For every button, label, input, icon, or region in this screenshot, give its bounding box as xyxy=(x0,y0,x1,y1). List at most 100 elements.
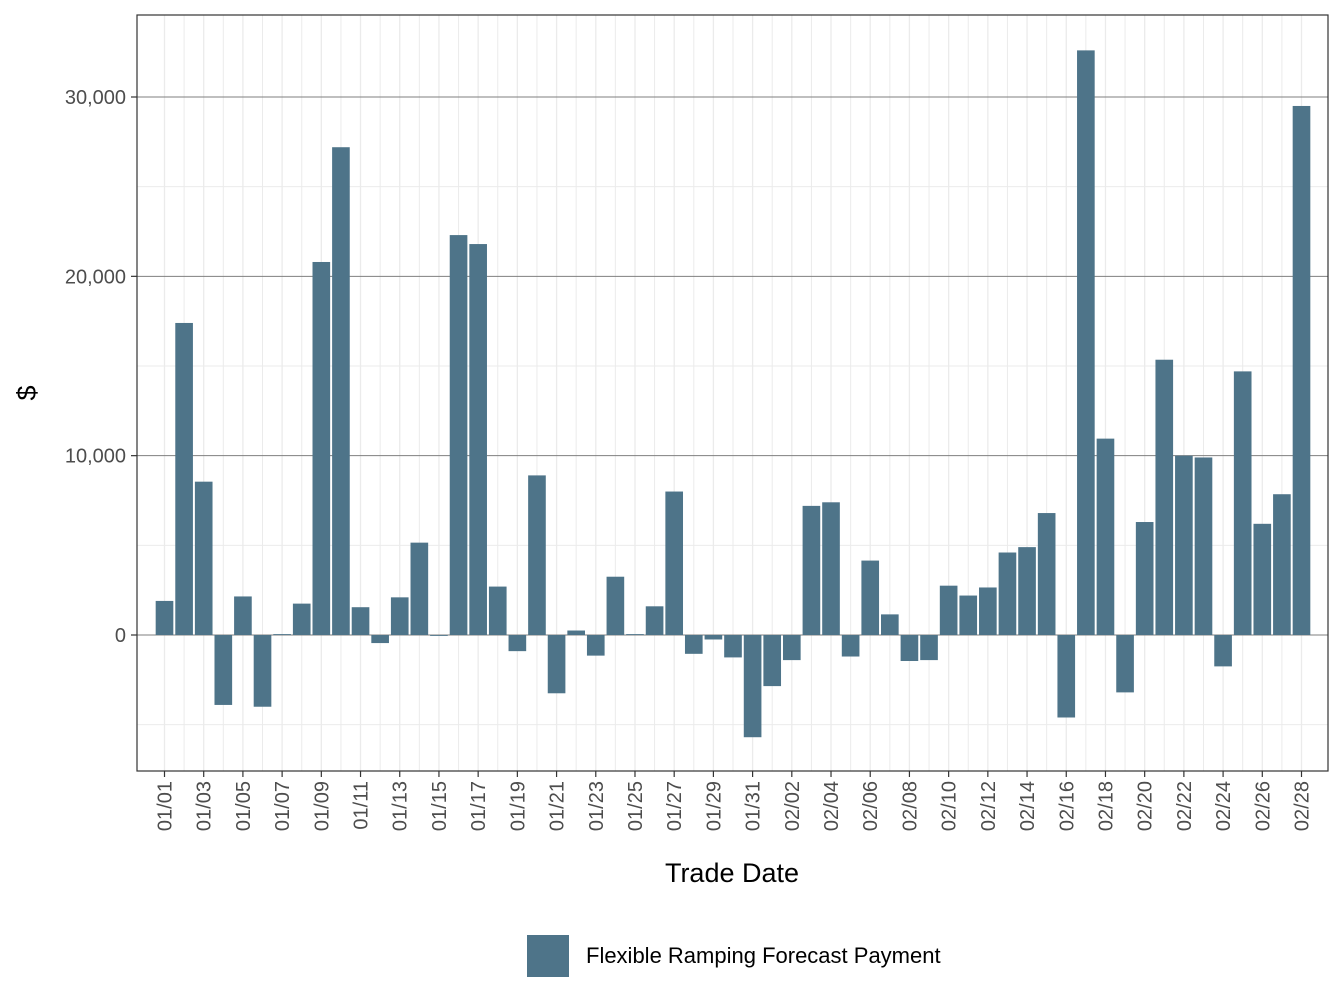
x-tick-label: 02/08 xyxy=(899,781,921,831)
x-tick-label: 02/02 xyxy=(782,781,804,831)
bar xyxy=(371,635,389,644)
bar xyxy=(959,595,978,635)
x-tick-label: 02/26 xyxy=(1252,781,1274,831)
x-tick-label: 01/05 xyxy=(233,781,255,831)
bar xyxy=(430,635,448,636)
bar xyxy=(351,607,370,635)
y-tick-label: 0 xyxy=(115,625,126,647)
bar xyxy=(861,560,880,635)
bar xyxy=(900,635,919,662)
bar xyxy=(1096,438,1115,635)
x-axis: 01/01 01/03 01/05 01/07 01/09 01/11 01/13 01/15… xyxy=(155,771,1314,831)
x-tick-label: 01/29 xyxy=(703,781,725,831)
bar xyxy=(1155,359,1174,635)
bar xyxy=(528,475,546,635)
y-tick-label: 10,000 xyxy=(65,446,126,468)
bar xyxy=(920,635,938,661)
bar xyxy=(998,552,1017,635)
x-tick-label: 02/04 xyxy=(821,781,843,831)
bar xyxy=(508,635,527,652)
bar xyxy=(312,261,331,635)
x-tick-label: 01/09 xyxy=(311,781,333,831)
x-tick-label: 01/17 xyxy=(468,781,490,831)
bar xyxy=(724,635,742,658)
x-tick-label: 02/20 xyxy=(1135,781,1157,831)
bar xyxy=(155,600,174,635)
x-tick-label: 01/13 xyxy=(390,781,412,831)
bar xyxy=(586,635,605,656)
bar xyxy=(1233,371,1252,635)
bar xyxy=(979,587,997,635)
bar xyxy=(1116,635,1134,693)
bar xyxy=(1018,547,1036,635)
bar xyxy=(1292,105,1311,635)
bar xyxy=(841,635,860,657)
bar xyxy=(194,481,213,635)
bar xyxy=(273,634,291,635)
x-tick-label: 02/06 xyxy=(860,781,882,831)
legend-swatch xyxy=(527,935,569,977)
bar xyxy=(1057,635,1076,718)
x-tick-label: 02/24 xyxy=(1213,781,1235,831)
bar-series xyxy=(155,50,1311,738)
x-tick-label: 02/28 xyxy=(1292,781,1314,831)
legend: Flexible Ramping Forecast Payment xyxy=(527,935,941,977)
bar xyxy=(1175,455,1193,635)
x-tick-label: 01/01 xyxy=(155,781,177,831)
x-axis-title: Trade Date xyxy=(665,858,799,888)
bar xyxy=(488,586,507,635)
bar xyxy=(1273,494,1291,635)
x-tick-label: 02/18 xyxy=(1095,781,1117,831)
x-tick-label: 01/19 xyxy=(507,781,529,831)
bar xyxy=(665,491,684,635)
x-tick-label: 01/21 xyxy=(547,781,569,831)
x-tick-label: 01/15 xyxy=(429,781,451,831)
x-tick-label: 01/25 xyxy=(625,781,647,831)
y-tick-label: 30,000 xyxy=(65,87,126,109)
bar xyxy=(175,322,193,635)
x-tick-label: 01/27 xyxy=(664,781,686,831)
x-tick-label: 01/11 xyxy=(351,781,373,830)
bar xyxy=(332,147,350,636)
bar xyxy=(567,630,585,635)
y-axis: 0 10,000 20,000 30,000 xyxy=(65,87,137,647)
x-tick-label: 02/22 xyxy=(1174,781,1196,831)
bar xyxy=(626,634,644,635)
bar xyxy=(449,235,468,635)
bar xyxy=(743,635,762,738)
bar xyxy=(469,244,487,635)
bar xyxy=(822,502,840,635)
bar xyxy=(1194,457,1213,635)
bar xyxy=(881,614,899,635)
legend-label: Flexible Ramping Forecast Payment xyxy=(586,943,941,968)
bar xyxy=(253,635,272,707)
bar xyxy=(645,606,664,635)
bar xyxy=(292,603,311,635)
bar xyxy=(939,585,958,635)
x-tick-label: 01/03 xyxy=(194,781,216,831)
y-tick-label: 20,000 xyxy=(65,266,126,288)
x-tick-label: 01/23 xyxy=(586,781,608,831)
bar xyxy=(782,635,801,661)
x-tick-label: 02/12 xyxy=(978,781,1000,831)
bar xyxy=(390,597,409,635)
bar xyxy=(1037,513,1056,635)
bar xyxy=(1253,523,1272,635)
bar xyxy=(547,635,566,694)
bar xyxy=(1135,522,1154,635)
bar xyxy=(684,635,703,654)
plot-border xyxy=(136,14,1329,772)
bar xyxy=(763,635,782,687)
bar xyxy=(234,596,252,635)
x-tick-label: 01/31 xyxy=(743,781,765,831)
y-axis-title: $ xyxy=(12,385,42,400)
bar xyxy=(410,542,429,635)
bar xyxy=(214,635,233,705)
bar xyxy=(1077,50,1095,635)
x-tick-label: 01/07 xyxy=(272,781,294,831)
bar xyxy=(1214,635,1232,667)
bar xyxy=(704,635,723,640)
x-tick-label: 02/14 xyxy=(1017,781,1039,831)
x-tick-label: 02/16 xyxy=(1056,781,1078,831)
